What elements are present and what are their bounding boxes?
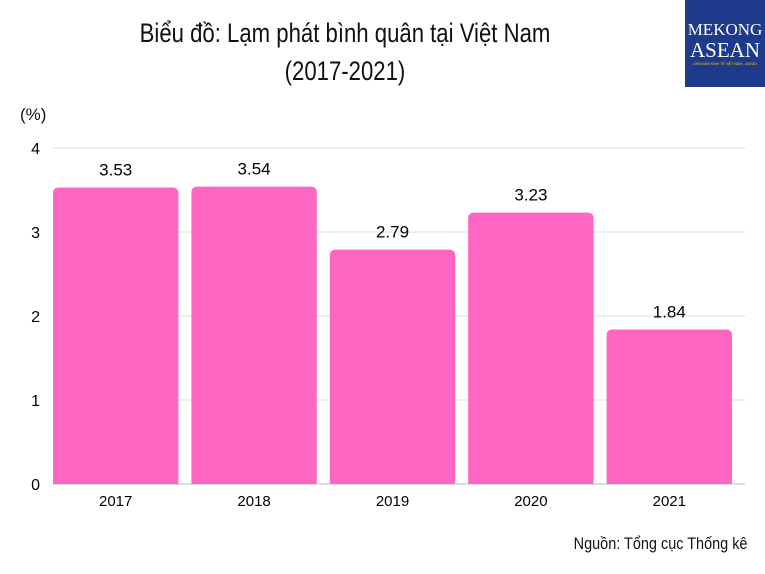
x-tick-label: 2017 bbox=[99, 493, 132, 510]
bar-2021 bbox=[606, 329, 732, 484]
y-axis-unit: (%) bbox=[20, 105, 47, 124]
x-tick-label: 2018 bbox=[237, 493, 270, 510]
bar-2018 bbox=[191, 186, 317, 484]
bar-2019 bbox=[329, 249, 456, 484]
data-label: 3.54 bbox=[238, 160, 271, 179]
chart-title-line1: Biểu đồ: Lạm phát bình quân tại Việt Nam bbox=[139, 18, 551, 48]
mekong-asean-logo: MEKONG ASEAN DIỄN ĐÀN KINH TẾ VIỆT NAM -… bbox=[685, 0, 765, 87]
data-label: 1.84 bbox=[653, 302, 686, 321]
y-tick-label: 2 bbox=[31, 309, 40, 326]
bar-2017 bbox=[53, 187, 179, 485]
y-tick-label: 3 bbox=[31, 225, 40, 242]
logo-line1: MEKONG bbox=[687, 20, 763, 39]
y-tick-label: 4 bbox=[31, 141, 40, 158]
y-tick-label: 0 bbox=[31, 477, 40, 494]
y-tick-label: 1 bbox=[31, 393, 40, 410]
bar-2020 bbox=[468, 212, 594, 484]
logo-tagline: DIỄN ĐÀN KINH TẾ VIỆT NAM - ASEAN bbox=[693, 62, 757, 66]
data-label: 3.53 bbox=[99, 160, 132, 179]
data-label: 2.79 bbox=[376, 223, 409, 242]
x-tick-label: 2021 bbox=[653, 493, 686, 510]
chart-title-line2: (2017-2021) bbox=[284, 56, 406, 86]
x-tick-label: 2019 bbox=[376, 493, 409, 510]
source-note: Nguồn: Tổng cục Thống kê bbox=[573, 534, 747, 553]
data-label: 3.23 bbox=[514, 186, 547, 205]
x-tick-label: 2020 bbox=[514, 493, 547, 510]
logo-line2: ASEAN bbox=[689, 38, 760, 62]
